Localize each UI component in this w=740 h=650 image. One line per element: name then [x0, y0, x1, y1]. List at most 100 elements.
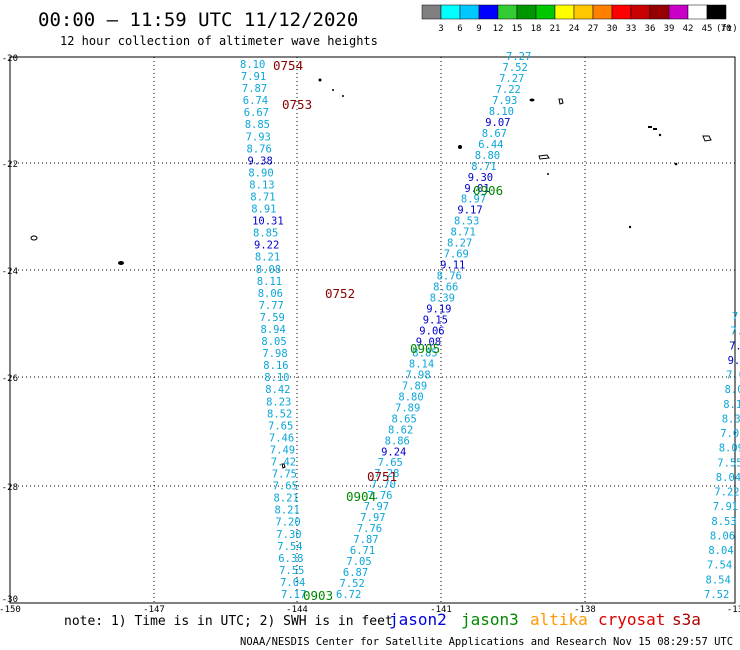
wave-height-label: 8.05: [261, 336, 286, 348]
wave-height-label: 8.10: [489, 106, 514, 118]
legend-swatch: [630, 4, 651, 20]
wave-height-label: 7.65: [273, 481, 298, 493]
island-marker: [342, 95, 344, 97]
wave-height-label: 6.67: [244, 107, 269, 119]
wave-height-label: 7.27: [499, 73, 524, 85]
wave-height-label: 9.38: [248, 155, 273, 167]
wave-height-label: 8.10: [264, 372, 289, 384]
wave-height-label: 6.44: [478, 139, 503, 151]
wave-height-label: 8.80: [475, 150, 500, 162]
island-marker: [658, 133, 662, 137]
wave-height-label: 8.21: [275, 505, 300, 517]
wave-height-label: 8.14: [409, 358, 434, 370]
wave-height-label: 8.62: [388, 424, 413, 436]
wave-height-label: 8.97: [461, 194, 486, 206]
map-subtitle: 12 hour collection of altimeter wave hei…: [60, 34, 378, 48]
latitude-label: -20: [2, 54, 18, 64]
wave-height-label: 8.76: [437, 271, 462, 283]
latitude-label: -30: [2, 595, 18, 605]
wave-height-label: 8.90: [248, 167, 273, 179]
legend-unit: (ft): [716, 24, 738, 34]
map-frame: [9, 56, 736, 604]
wave-height-label: 7.59: [260, 312, 285, 324]
wave-height-label: 8.52: [267, 408, 292, 420]
wave-height-label: 8.23: [266, 396, 291, 408]
satellite-name: cryosat: [598, 610, 665, 629]
wave-height-label: 8.27: [447, 238, 472, 250]
legend-swatch: [440, 4, 461, 20]
legend-tick-label: 39: [664, 24, 675, 34]
legend-tick-label: 6: [457, 24, 462, 34]
wave-height-label: 8.71: [471, 161, 496, 173]
legend-tick-label: 42: [683, 24, 694, 34]
track-time-label: 0751: [367, 469, 397, 484]
wave-height-label: 8.65: [392, 413, 417, 425]
legend-swatch: [611, 4, 632, 20]
wave-height-label: 7.65: [378, 457, 403, 469]
wave-height-label: 8.71: [451, 227, 476, 239]
legend-tick-label: 18: [531, 24, 542, 34]
longitude-label: -144: [286, 605, 308, 615]
legend-tick-label: 21: [550, 24, 561, 34]
legend-tick-label: 9: [476, 24, 481, 34]
legend-swatch: [649, 4, 670, 20]
island-outline: [648, 126, 657, 130]
legend-tick-label: 3: [438, 24, 443, 34]
wave-height-label: 8.94: [261, 324, 286, 336]
wave-height-label: 10.31: [252, 216, 284, 228]
wave-height-label: 8.86: [385, 435, 410, 447]
island-outline: [558, 98, 564, 105]
latitude-label: -26: [2, 374, 18, 384]
wave-height-label: 8.53: [454, 216, 479, 228]
wave-height-label: 8.16: [263, 360, 288, 372]
satellite-name: jason2: [389, 610, 447, 629]
wave-height-label: 7.42: [271, 457, 296, 469]
island-outlines: [30, 78, 712, 469]
wave-height-label: 7.75: [272, 469, 297, 481]
longitude-label: -147: [143, 605, 165, 615]
wave-height-label: 8.85: [245, 119, 270, 131]
island-marker: [318, 78, 322, 82]
legend-swatch: [497, 4, 518, 20]
color-legend: 3 6 9 12 15 18 21 24 27 30 33 36 39 42 45 70(ft): [421, 4, 738, 34]
wave-height-label: 7.93: [246, 131, 271, 143]
wave-height-label: 7.76: [357, 523, 382, 535]
wave-height-label: 7.65: [268, 420, 293, 432]
wave-height-label: 8.80: [398, 391, 423, 403]
latitude-label: -22: [2, 160, 18, 170]
map-title: 00:00 – 11:59 UTC 11/12/2020: [38, 9, 358, 31]
legend-swatch: [554, 4, 575, 20]
wave-height-label: 8.21: [255, 252, 280, 264]
island-marker: [674, 162, 678, 166]
wave-height-label: 8.91: [251, 204, 276, 216]
legend-swatch: [478, 4, 499, 20]
legend-swatch: [592, 4, 613, 20]
wave-height-label: 7.89: [402, 380, 427, 392]
island-marker: [529, 98, 535, 102]
wave-height-label: 8.54: [706, 574, 731, 586]
wave-height-label: 8.53: [711, 516, 736, 528]
wave-height-label: 7.97: [364, 501, 389, 513]
wave-height-label: 8.10: [240, 59, 265, 71]
wave-height-label: 6.74: [243, 95, 268, 107]
wave-height-label: 9.17: [457, 205, 482, 217]
legend-swatch: [573, 4, 594, 20]
longitude-label: -141: [430, 605, 452, 615]
wave-height-label: 8.04: [716, 472, 740, 484]
legend-swatch: [706, 4, 727, 20]
wave-height-label: 7.7: [729, 340, 740, 352]
wave-height-label: 7.87: [353, 534, 378, 546]
wave-height-label: 7.04: [280, 577, 305, 589]
wave-height-label: 8.06: [258, 288, 283, 300]
satellite-legend: jason2 jason3 altika cryosat s3a: [389, 610, 701, 629]
wave-height-label: 8.06: [710, 531, 735, 543]
wave-height-label: 7.27: [506, 51, 531, 63]
wave-height-label: 9.22: [254, 240, 279, 252]
credit-line: NOAA/NESDIS Center for Satellite Applica…: [240, 636, 740, 648]
wave-height-label: 8.67: [482, 128, 507, 140]
legend-tick-label: 36: [645, 24, 656, 34]
wave-height-label: 8.85: [253, 228, 278, 240]
legend-tick-label: 30: [607, 24, 618, 34]
